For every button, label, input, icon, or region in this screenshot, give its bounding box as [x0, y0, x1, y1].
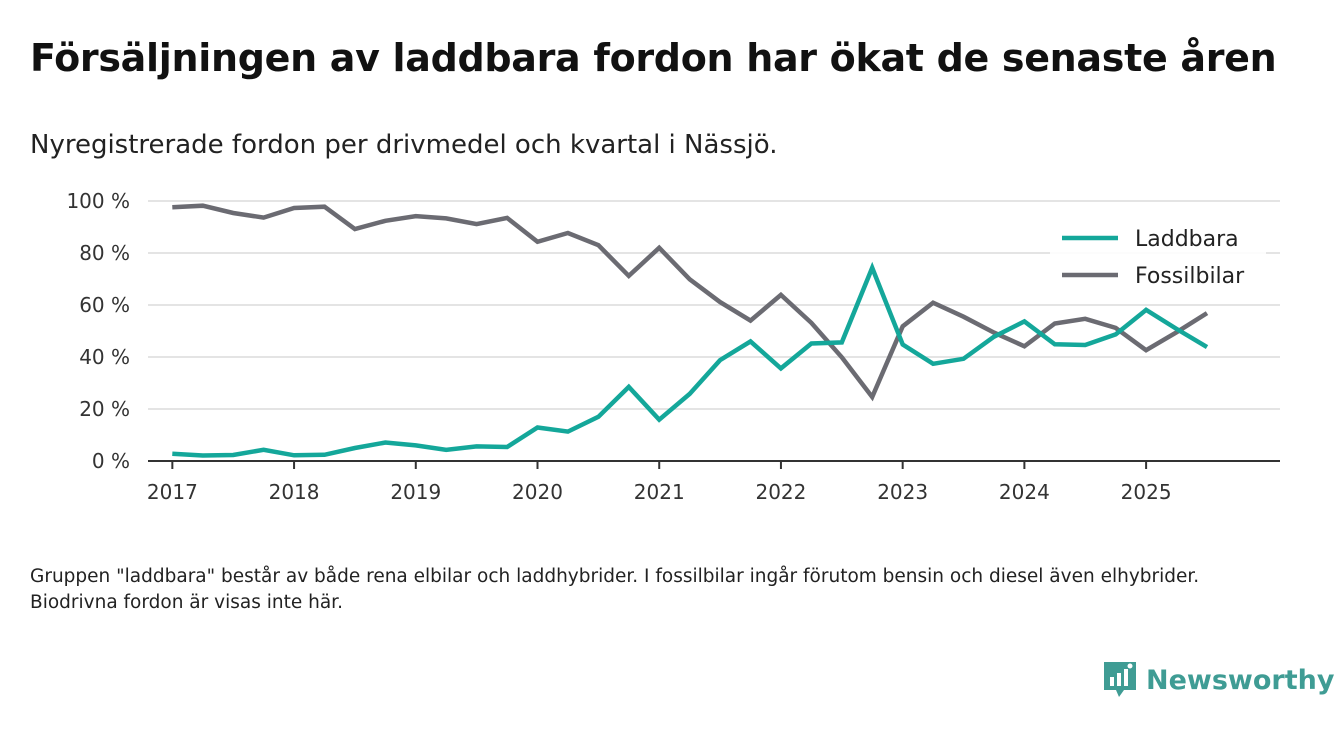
x-tick-label: 2017 — [147, 480, 198, 504]
series-line-fossilbilar — [172, 203, 1209, 402]
brand-logo: Newsworthy — [1102, 660, 1334, 700]
y-tick-label: 20 % — [79, 397, 130, 421]
x-tick-label: 2025 — [1121, 480, 1172, 504]
x-tick-label: 2021 — [634, 480, 685, 504]
legend-background — [1050, 218, 1266, 298]
x-axis: 2017 2018 2019 2020 2021 2022 2023 2024 2025 — [147, 460, 1280, 504]
y-tick-label: 100 % — [66, 189, 130, 213]
x-tick-label: 2020 — [512, 480, 563, 504]
series-line-laddbara — [172, 261, 1209, 458]
x-tick-label: 2023 — [877, 480, 928, 504]
y-tick-label: 40 % — [79, 345, 130, 369]
legend-label-laddbara: Laddbara — [1135, 227, 1239, 252]
chart-title: Försäljningen av laddbara fordon har öka… — [30, 36, 1277, 80]
x-tick-label: 2024 — [999, 480, 1050, 504]
line-chart: 0 % 20 % 40 % 60 % 80 % 100 % 2017 2018 2019 202… — [66, 189, 1280, 504]
brand-name: Newsworthy — [1146, 664, 1335, 696]
chart-subtitle: Nyregistrerade fordon per drivmedel och … — [30, 130, 778, 160]
legend-label-fossilbilar: Fossilbilar — [1135, 264, 1245, 289]
legend: Laddbara Fossilbilar — [1050, 218, 1266, 298]
x-tick-label: 2022 — [755, 480, 806, 504]
footnote: Gruppen "laddbara" består av både rena e… — [30, 566, 1200, 613]
x-tick-label: 2018 — [269, 480, 320, 504]
series-lines — [172, 203, 1209, 458]
y-tick-label: 0 % — [92, 449, 130, 473]
y-tick-label: 60 % — [79, 293, 130, 317]
x-tick-label: 2019 — [390, 480, 441, 504]
y-axis-tick-labels: 0 % 20 % 40 % 60 % 80 % 100 % — [66, 189, 130, 473]
y-tick-label: 80 % — [79, 241, 130, 265]
newsworthy-logo-icon — [1104, 662, 1136, 697]
